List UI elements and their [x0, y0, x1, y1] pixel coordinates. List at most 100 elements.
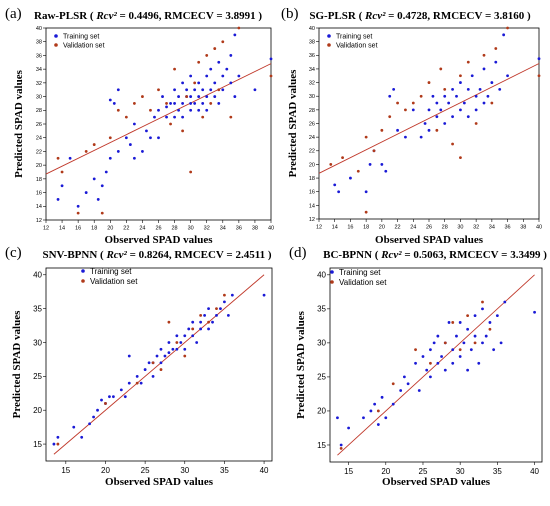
x-tick-label: 40: [536, 225, 542, 231]
training-point: [347, 426, 350, 430]
y-tick-label: 20: [33, 406, 42, 415]
training-point: [451, 348, 455, 352]
plot-frame: [318, 27, 540, 220]
panel-label: (b): [281, 6, 299, 22]
legend-label-validation: Validation set: [63, 42, 105, 49]
y-axis-label: Predicted SPAD values: [11, 310, 23, 418]
y-tick-label: 35: [33, 304, 42, 313]
validation-point: [135, 381, 139, 385]
training-point: [451, 361, 455, 365]
training-point: [482, 67, 486, 71]
x-tick-label: 25: [419, 467, 428, 476]
training-point: [213, 81, 217, 85]
training-point: [173, 88, 176, 92]
training-point: [384, 416, 388, 420]
training-point: [205, 108, 209, 112]
validation-point: [364, 135, 368, 139]
training-point: [223, 300, 226, 304]
validation-point: [443, 87, 447, 91]
training-point: [262, 293, 266, 297]
validation-point: [76, 211, 80, 215]
training-point: [466, 87, 470, 91]
title-prefix: SNV-BPNN (: [42, 249, 106, 261]
y-tick-label: 20: [36, 163, 42, 169]
training-point: [173, 115, 176, 119]
training-point: [213, 95, 217, 98]
training-point: [209, 88, 213, 92]
training-point: [339, 443, 343, 447]
training-point: [189, 108, 193, 112]
title-suffix: = 0.5063, RMCECV = 3.3499 ): [402, 249, 548, 261]
chart-title: SG-PLSR ( Rcv² = 0.4728, RMCECV = 3.8160…: [309, 10, 531, 22]
training-point: [197, 81, 201, 85]
training-point: [484, 334, 488, 338]
training-point: [447, 321, 451, 324]
training-point: [135, 374, 139, 378]
validation-point: [341, 156, 344, 160]
y-tick-label: 26: [36, 122, 42, 128]
training-point: [269, 57, 273, 61]
validation-point: [92, 143, 96, 146]
validation-point: [427, 81, 431, 84]
training-point: [439, 108, 443, 112]
training-point: [92, 177, 96, 181]
training-point: [116, 88, 120, 92]
y-axis-label: Predicted SPAD values: [13, 69, 25, 177]
x-tick-label: 30: [457, 225, 463, 231]
validation-point: [149, 108, 152, 112]
x-tick-label: 34: [489, 225, 495, 231]
validation-point: [439, 67, 443, 71]
training-point: [177, 108, 180, 112]
training-point: [477, 361, 481, 365]
validation-point: [205, 54, 209, 57]
validation-point: [506, 26, 509, 30]
validation-point: [100, 211, 104, 215]
x-tick-label: 38: [252, 226, 258, 232]
x-tick-label: 36: [236, 226, 242, 232]
training-point: [128, 143, 132, 146]
y-tick-label: 34: [36, 67, 42, 73]
training-point: [217, 102, 221, 105]
training-point: [462, 101, 466, 105]
y-tick-label: 40: [317, 271, 326, 280]
validation-point: [380, 128, 384, 132]
training-point: [52, 442, 56, 446]
title-rcv-symbol: Rcv²: [380, 249, 402, 261]
y-tick-label: 34: [309, 67, 315, 73]
training-point: [193, 88, 197, 92]
training-point: [494, 60, 498, 64]
validation-point: [185, 95, 189, 98]
x-tick-label: 28: [442, 225, 448, 231]
training-point: [191, 320, 195, 324]
training-point: [349, 176, 352, 180]
validation-point: [223, 293, 226, 297]
training-point: [96, 198, 100, 201]
training-point: [402, 375, 406, 379]
x-tick-label: 12: [316, 225, 322, 231]
x-tick-label: 32: [473, 225, 479, 231]
training-point: [143, 368, 147, 371]
training-point: [470, 74, 474, 78]
panel-label: (a): [5, 6, 22, 22]
validation-point: [414, 348, 417, 352]
training-point: [149, 136, 152, 140]
validation-point: [269, 74, 273, 78]
training-point: [376, 423, 380, 426]
training-point: [56, 435, 60, 439]
chart-panel-3: (c) SNV-BPNN ( Rcv² = 0.8264, RMCECV = 2.…: [5, 245, 273, 488]
training-point: [432, 341, 436, 345]
training-point: [205, 95, 209, 98]
x-tick-label: 35: [220, 466, 229, 475]
validation-point: [481, 300, 484, 304]
training-point: [421, 355, 425, 358]
training-point: [193, 102, 197, 105]
training-point: [189, 102, 193, 105]
training-point: [80, 435, 84, 439]
x-tick-label: 16: [347, 225, 353, 231]
x-axis-label: Observed SPAD values: [105, 234, 214, 246]
training-point: [207, 307, 210, 311]
legend-label-validation: Validation set: [339, 278, 387, 287]
y-tick-label: 22: [309, 149, 315, 155]
